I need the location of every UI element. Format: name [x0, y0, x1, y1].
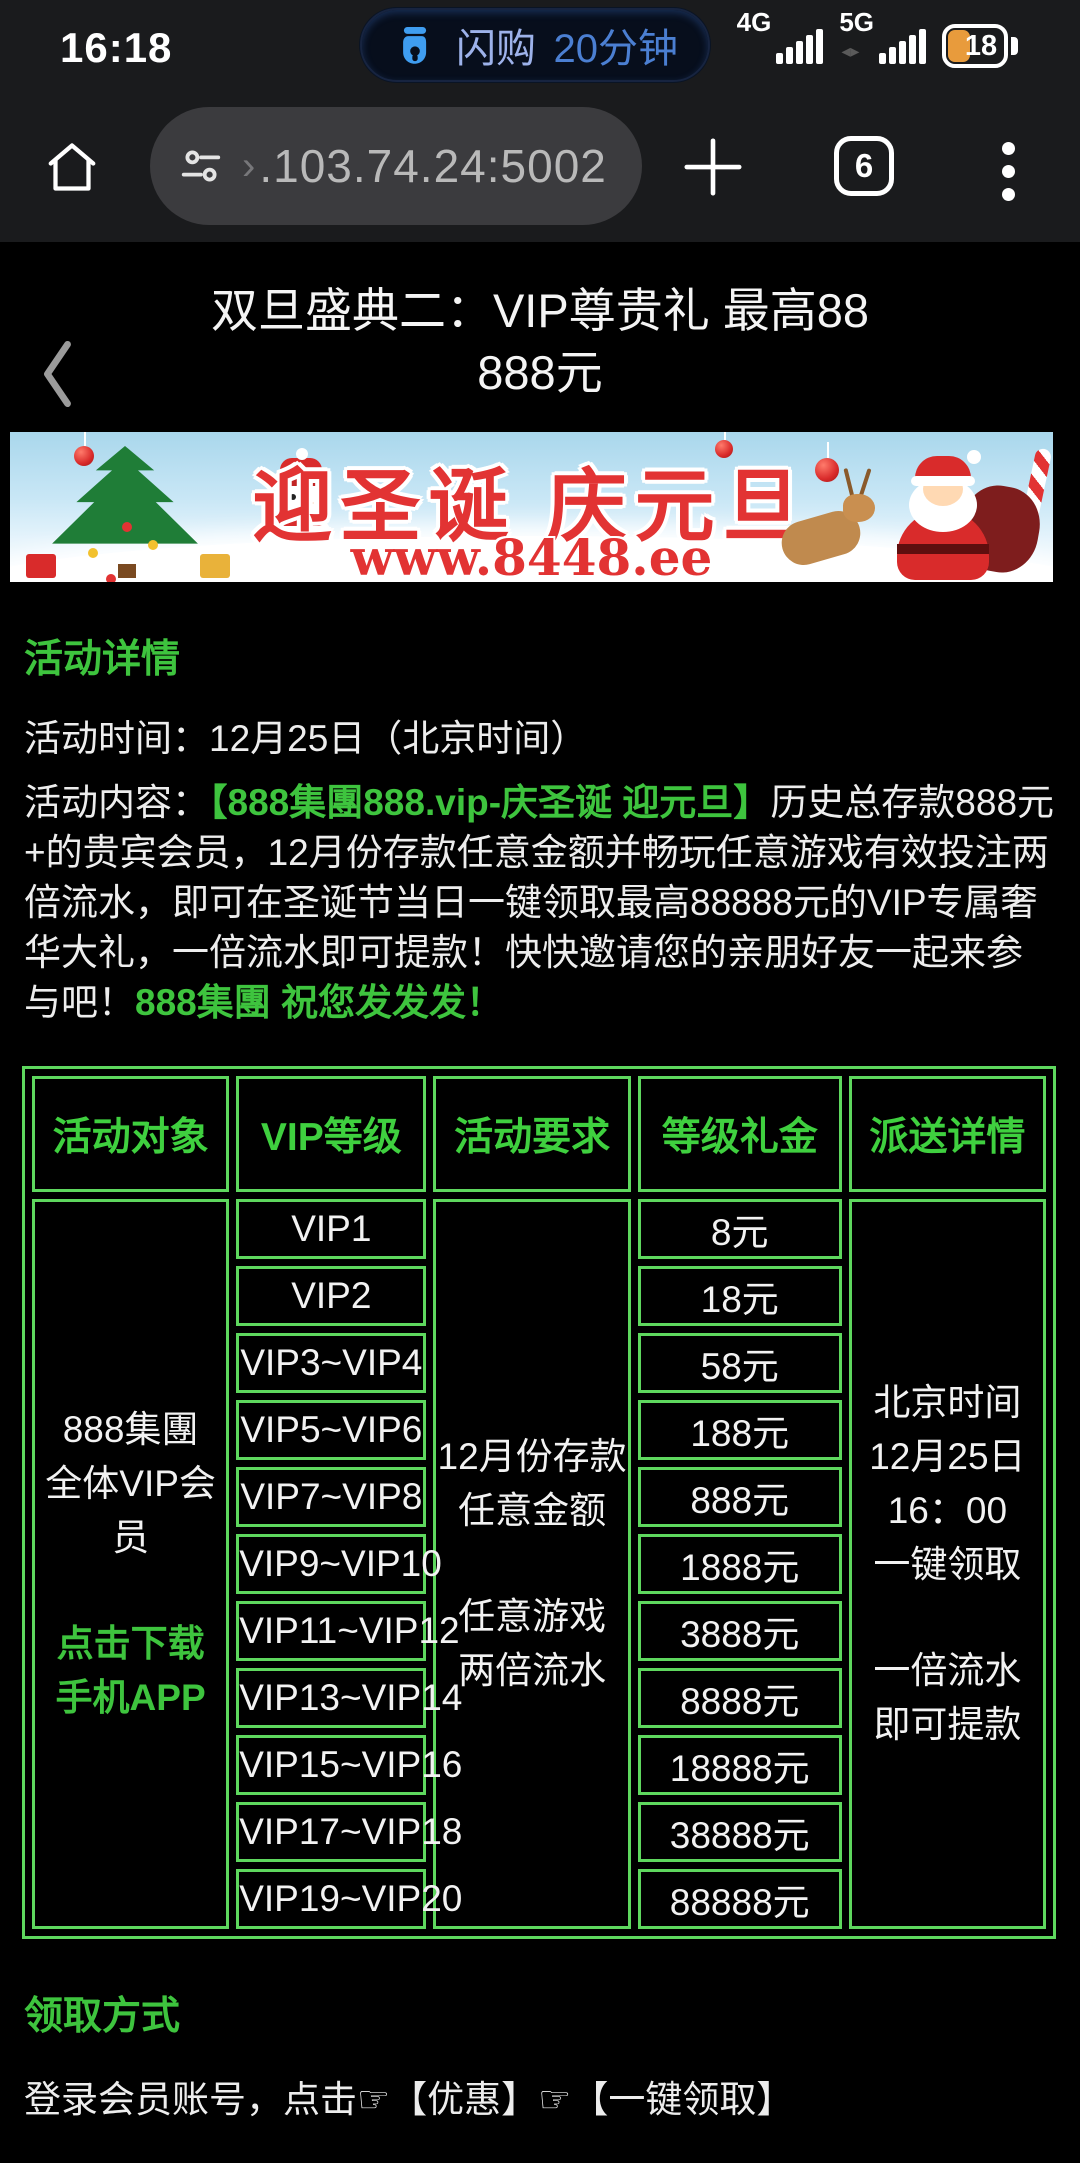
vip-level-cell: VIP15~VIP16	[236, 1735, 462, 1795]
status-icons: 4G 5G ◂▸ 18	[737, 0, 1018, 92]
claim-instruction: 登录会员账号，点击☞【优惠】☞【一键领取】	[24, 2079, 794, 2120]
details-heading: 活动详情	[24, 638, 181, 681]
status-bar: 16:18 闪购 20分钟 4G 5G ◂▸ 18	[0, 0, 1080, 92]
ornament-icon	[715, 432, 733, 458]
vip-level-cell: VIP9~VIP10	[236, 1534, 442, 1594]
bonus-cell: 8888元	[637, 1668, 842, 1728]
bonus-cell: 888元	[637, 1467, 842, 1527]
volte-icon: ◂▸	[841, 40, 860, 61]
flash-sale-label: 闪购	[456, 27, 536, 71]
claim-heading: 领取方式	[24, 1995, 181, 2038]
tab-count: 6	[854, 147, 874, 184]
reindeer-graphic	[776, 467, 877, 571]
col-header-vip-level: VIP等级	[236, 1076, 427, 1192]
table-row: VIP3~VIP4 58元	[32, 1333, 1046, 1393]
page-title: 双旦盛典二：VIP尊贵礼 最高88 888元	[210, 284, 870, 399]
banner-site-url: www.8448.ee	[350, 528, 713, 582]
banner-headline: 迎圣诞 庆元旦	[252, 462, 811, 551]
url-text: .103.74.24:5002	[259, 140, 607, 192]
table-row: VIP11~VIP12 3888元	[32, 1601, 1046, 1661]
home-button[interactable]	[42, 136, 102, 198]
table-row: VIP15~VIP16 18888元	[32, 1735, 1046, 1795]
vip-level-cell: VIP7~VIP8	[236, 1467, 427, 1527]
vip-level-cell: VIP1	[236, 1199, 427, 1259]
vip-level-cell: VIP11~VIP12	[236, 1601, 460, 1661]
table-row: VIP9~VIP10 1888元	[32, 1534, 1046, 1594]
battery-icon: 18	[942, 24, 1018, 68]
table-row: VIP5~VIP6 188元	[32, 1400, 1046, 1460]
browser-menu-button[interactable]	[1000, 140, 1017, 203]
flash-sale-countdown: 20分钟	[553, 27, 679, 71]
bonus-cell: 188元	[637, 1400, 842, 1460]
tab-switcher-button[interactable]: 6	[834, 136, 894, 196]
url-bar[interactable]: › .103.74.24:5002	[150, 107, 642, 225]
scooter-icon	[403, 26, 427, 64]
vip-level-cell: VIP17~VIP18	[236, 1802, 462, 1862]
table-row: VIP7~VIP8 888元	[32, 1467, 1046, 1527]
ornament-icon	[815, 442, 839, 482]
bonus-cell: 18888元	[637, 1735, 842, 1795]
flash-sale-chip[interactable]: 闪购 20分钟	[360, 8, 710, 82]
audience-cell: 888集團 全体VIP会员 点击下载 手机APP	[32, 1199, 230, 1929]
vip-level-cell: VIP3~VIP4	[236, 1333, 427, 1393]
delivery-cell: 北京时间 12月25日 16：00 一键领取 一倍流水 即可提款	[848, 1199, 1046, 1929]
col-header-bonus: 等级礼金	[637, 1076, 842, 1192]
col-header-requirement: 活动要求	[433, 1076, 631, 1192]
clock-text: 16:18	[60, 24, 173, 71]
bonus-cell: 1888元	[637, 1534, 842, 1594]
gift-graphic	[200, 554, 230, 578]
new-tab-button[interactable]	[676, 130, 750, 204]
gift-graphic	[26, 554, 56, 578]
promo-banner: 迎圣诞 庆元旦 www.8448.ee	[10, 432, 1053, 582]
col-header-delivery: 派送详情	[848, 1076, 1046, 1192]
signal-5g-icon: 5G ◂▸	[839, 7, 926, 86]
activity-time: 活动时间：12月25日（北京时间）	[24, 718, 588, 759]
vip-level-cell: VIP2	[236, 1266, 427, 1326]
vip-bonus-table: 活动对象 VIP等级 活动要求 等级礼金 派送详情 888集團 全体VIP会员 …	[22, 1066, 1056, 1939]
bonus-cell: 3888元	[637, 1601, 842, 1661]
claim-section: 领取方式 登录会员账号，点击☞【优惠】☞【一键领取】	[0, 1985, 1080, 2163]
url-truncation: ›	[242, 143, 256, 188]
signal-4g-icon: 4G	[737, 7, 824, 86]
col-header-audience: 活动对象	[32, 1076, 230, 1192]
vip-level-cell: VIP13~VIP14	[236, 1668, 462, 1728]
table-row: VIP2 18元	[32, 1266, 1046, 1326]
requirement-cell: 12月份存款 任意金额 任意游戏 两倍流水	[433, 1199, 631, 1929]
page-header: 双旦盛典二：VIP尊贵礼 最高88 888元	[0, 242, 1080, 426]
bonus-cell: 88888元	[637, 1869, 842, 1929]
bonus-cell: 8元	[637, 1199, 842, 1259]
activity-content-tail: 888集團 祝您发发发！	[135, 982, 504, 1023]
battery-fill	[948, 30, 970, 62]
bonus-cell: 18元	[637, 1266, 842, 1326]
santa-graphic	[889, 446, 1046, 580]
page-info-icon	[181, 150, 221, 182]
download-app-link[interactable]: 点击下载 手机APP	[55, 1623, 206, 1718]
vip-level-cell: VIP5~VIP6	[236, 1400, 427, 1460]
browser-toolbar: › .103.74.24:5002 6	[0, 92, 1080, 242]
table-row: VIP17~VIP18 38888元	[32, 1802, 1046, 1862]
ornament-icon	[74, 432, 94, 466]
vip-level-cell: VIP19~VIP20	[236, 1869, 462, 1929]
web-page: 双旦盛典二：VIP尊贵礼 最高88 888元 迎圣诞 庆元旦 www.8448.…	[0, 242, 1080, 2163]
table-row: 888集團 全体VIP会员 点击下载 手机APP VIP1 12月份存款 任意金…	[32, 1199, 1046, 1929]
snowman-graphic	[254, 448, 346, 578]
bonus-cell: 58元	[637, 1333, 842, 1393]
activity-details-section: 活动详情 活动时间：12月25日（北京时间） 活动内容：【888集團888.vi…	[0, 628, 1080, 1028]
back-button[interactable]	[38, 338, 78, 410]
table-row: VIP13~VIP14 8888元	[32, 1668, 1046, 1728]
bonus-cell: 38888元	[637, 1802, 842, 1862]
activity-content: 活动内容：【888集團888.vip-庆圣诞 迎元旦】历史总存款888元+的贵宾…	[24, 782, 1055, 1023]
activity-content-highlight: 【888集團888.vip-庆圣诞 迎元旦】	[209, 782, 771, 823]
battery-percent: 18	[964, 29, 998, 62]
